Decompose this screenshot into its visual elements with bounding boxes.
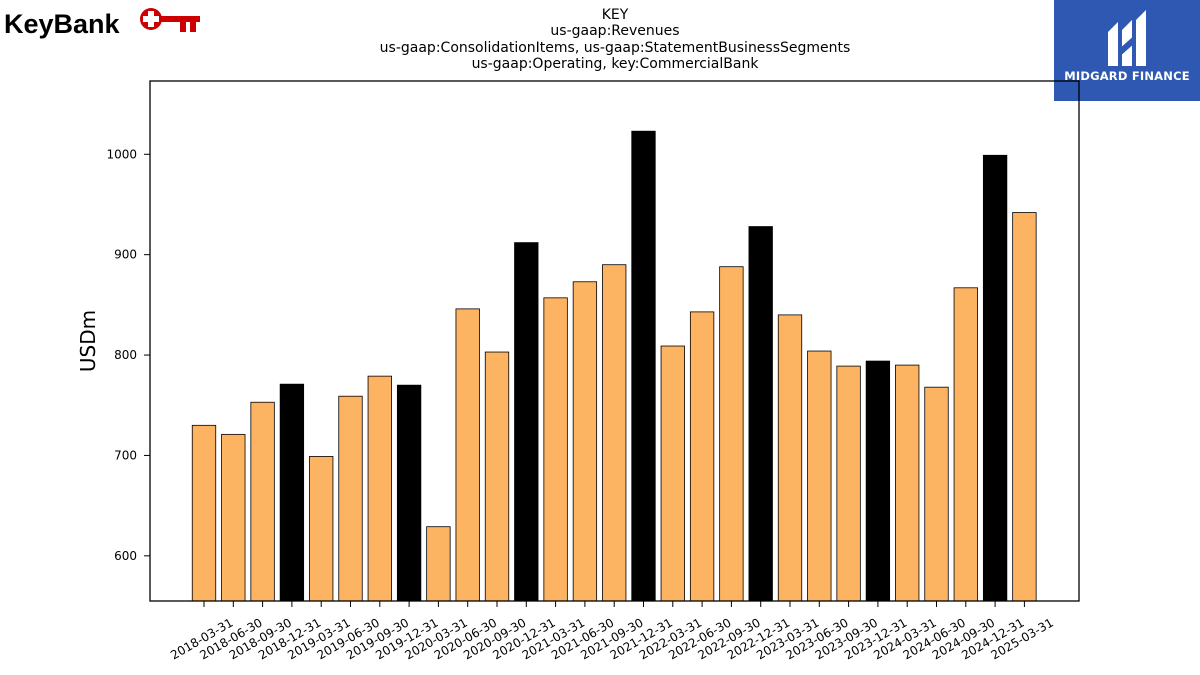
bar-2022-09-30 [719,266,744,602]
midgard-mark-icon [1108,10,1146,66]
keybank-logo: KeyBank [4,4,200,40]
y-tick-label-600: 600 [114,549,137,563]
bar-2025-03-31 [1012,212,1037,602]
bar-2023-12-31 [865,360,891,602]
bar-2023-09-30 [836,365,861,602]
bar-2020-03-31 [426,526,451,602]
y-tick-label-1000: 1000 [106,147,137,161]
bar-2024-12-31 [982,154,1008,602]
bar-2023-03-31 [777,314,803,602]
bar-2019-06-30 [338,395,363,602]
bar-2024-03-31 [895,364,920,602]
bar-2018-09-30 [250,401,275,602]
bar-2018-12-31 [279,383,305,602]
title-line-2: us-gaap:Revenues [550,23,680,40]
bar-2021-09-30 [602,264,627,602]
bars-group [191,130,1037,602]
title-line-4: us-gaap:Operating, key:CommercialBank [471,56,759,73]
bar-2022-03-31 [660,345,685,602]
y-tick-label-800: 800 [114,348,137,362]
bar-2021-12-31 [631,130,656,602]
y-tick-label-900: 900 [114,248,137,262]
y-axis-label: USDm [76,310,100,372]
bar-2020-09-30 [484,351,510,602]
title-line-3: us-gaap:ConsolidationItems, us-gaap:Stat… [379,39,851,56]
bar-2021-06-30 [572,281,598,602]
bar-2024-09-30 [953,287,978,602]
midgard-finance-logo: MIDGARD FINANCE [1054,0,1200,101]
bar-2019-09-30 [367,375,392,602]
bar-2018-03-31 [191,424,217,602]
chart-title: KEY us-gaap:Revenues us-gaap:Consolidati… [315,7,915,73]
x-axis: 2018-03-312018-06-302018-09-302018-12-31… [168,601,1056,662]
bar-2021-03-31 [543,297,568,602]
y-tick-label-700: 700 [114,448,137,462]
bar-2020-06-30 [455,308,480,602]
bar-2024-06-30 [924,386,949,602]
key-icon [140,8,200,32]
y-axis: 600 700 800 900 1000 [106,147,150,563]
bar-2020-12-31 [514,242,539,602]
bar-2018-06-30 [221,433,246,602]
bar-2022-06-30 [689,311,715,602]
keybank-logo-text: KeyBank [4,9,121,39]
bar-2019-12-31 [396,384,422,602]
midgard-logo-text: MIDGARD FINANCE [1064,69,1190,83]
title-line-1: KEY [601,7,629,23]
bar-2019-03-31 [309,456,334,602]
bar-2022-12-31 [748,226,773,602]
bar-2023-06-30 [807,350,832,602]
